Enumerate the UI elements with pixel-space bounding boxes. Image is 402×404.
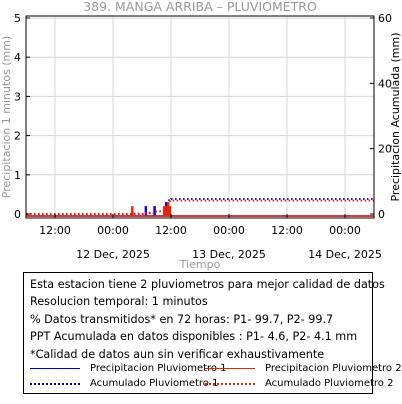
info-line-quality: *Calidad de datos aun sin verificar exha… bbox=[30, 347, 325, 361]
x-date-label-1: 12 Dec, 2025 bbox=[76, 248, 150, 261]
y-tick-label-right-0: 0 bbox=[378, 208, 385, 221]
chart-title: 389. MANGA ARRIBA – PLUVIOMETRO bbox=[83, 0, 317, 14]
legend-swatch-a1 bbox=[30, 383, 80, 385]
bar-0-1 bbox=[153, 206, 156, 216]
cumulative-line-3 bbox=[26, 199, 374, 215]
info-line-stations: Esta estacion tiene 2 pluviometros para … bbox=[30, 278, 385, 291]
info-line-transmitted: % Datos transmitidos* en 72 horas: P1- 9… bbox=[30, 312, 334, 326]
x-tick-label-2: 12:00 bbox=[155, 224, 187, 237]
legend-swatch-p2 bbox=[205, 368, 255, 369]
x-tick-label-0: 12:00 bbox=[39, 224, 71, 237]
y-tick-label-left-4: 4 bbox=[14, 51, 21, 64]
y-tick-label-right-20: 20 bbox=[378, 143, 392, 156]
rainfall-chart: 389. MANGA ARRIBA – PLUVIOMETRO 12:00 00:… bbox=[0, 0, 402, 270]
y-tick-label-right-40: 40 bbox=[378, 77, 392, 90]
legend-swatch-p1 bbox=[30, 368, 80, 369]
legend-swatch-a2 bbox=[205, 383, 255, 385]
bar-0-0 bbox=[144, 206, 148, 216]
x-tick-label-5: 00:00 bbox=[329, 224, 361, 237]
bar-1-0 bbox=[131, 206, 134, 216]
bar-1-4 bbox=[168, 206, 172, 216]
grid bbox=[26, 16, 374, 218]
y-tick-label-left-5: 5 bbox=[14, 12, 21, 25]
x-date-label-3: 13 Dec, 2025 bbox=[192, 248, 266, 261]
legend: Precipitacion Pluviometro 1 Precipitacio… bbox=[30, 362, 402, 392]
bar-1-2 bbox=[164, 206, 168, 216]
x-axis-label: Tiempo bbox=[179, 258, 221, 270]
y-tick-label-left-0: 0 bbox=[14, 208, 21, 221]
y-tick-label-right-60: 60 bbox=[378, 12, 392, 25]
plot-frame bbox=[25, 15, 375, 219]
y-axis-label-left: Precipitacion 1 minutos (mm) bbox=[0, 36, 13, 198]
x-tick-label-3: 00:00 bbox=[213, 224, 245, 237]
info-box: Esta estacion tiene 2 pluviometros para … bbox=[23, 272, 402, 394]
y-tick-label-left-2: 2 bbox=[14, 130, 21, 143]
legend-label-a2: Acumulado Pluviometro 2 bbox=[265, 378, 394, 389]
y-tick-label-left-3: 3 bbox=[14, 90, 21, 103]
info-line-resolution: Resolucion temporal: 1 minutos bbox=[30, 295, 208, 309]
legend-label-p2: Precipitacion Pluviometro 2 bbox=[265, 363, 402, 374]
axis-ticks: 12:00 00:00 12 Dec, 2025 12:00 00:00 13 Dec, … bbox=[14, 12, 392, 261]
bar-1-3 bbox=[166, 202, 170, 216]
legend-label-a1: Acumulado Pluviometro 1 bbox=[90, 378, 219, 389]
x-tick-label-4: 12:00 bbox=[271, 224, 303, 237]
x-tick-label-1: 00:00 bbox=[97, 224, 129, 237]
legend-label-p1: Precipitacion Pluviometro 1 bbox=[90, 363, 227, 374]
cumulative-lines bbox=[26, 198, 374, 215]
y-axis-label-right: Precipitacion Acumulada (mm) bbox=[389, 32, 402, 201]
x-date-label-5: 14 Dec, 2025 bbox=[308, 248, 382, 261]
y-tick-label-left-1: 1 bbox=[14, 169, 21, 182]
info-line-accumulated: PPT Acumulada en datos disponibles : P1-… bbox=[30, 330, 358, 344]
